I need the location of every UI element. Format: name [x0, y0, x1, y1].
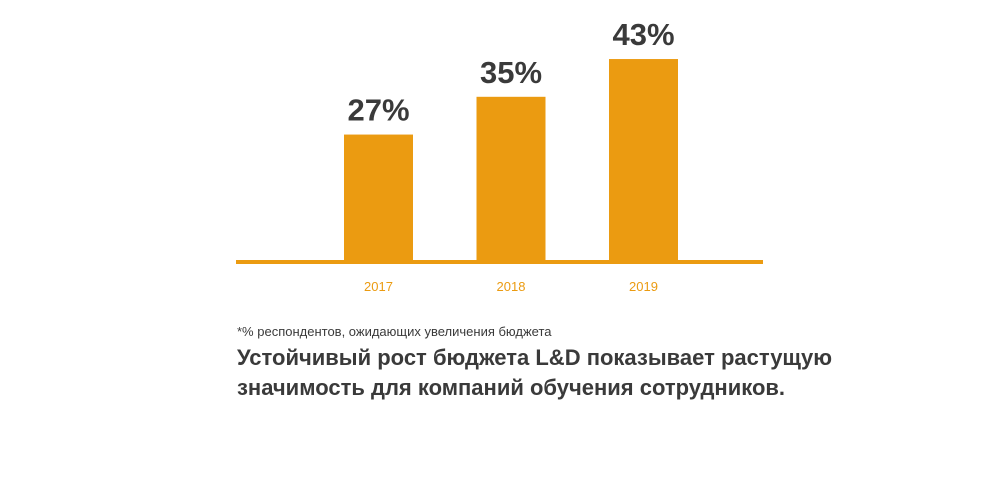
bars [344, 59, 678, 262]
footnote: *% респондентов, ожидающих увеличения бю… [237, 324, 552, 339]
value-label-2019: 43% [612, 17, 674, 52]
x-tick-label-2018: 2018 [497, 279, 526, 294]
bar-2017 [344, 134, 413, 262]
value-label-2018: 35% [480, 55, 542, 90]
x-tick-labels: 2017 2018 2019 [364, 279, 658, 294]
headline: Устойчивый рост бюджета L&D показывает р… [237, 345, 833, 400]
x-tick-label-2017: 2017 [364, 279, 393, 294]
bar-chart: 27% 35% 43% 2017 2018 2019 [236, 17, 763, 294]
value-labels: 27% 35% 43% [347, 17, 674, 128]
x-tick-label-2019: 2019 [629, 279, 658, 294]
bar-2018 [476, 96, 546, 262]
value-label-2017: 27% [347, 93, 409, 128]
bar-2019 [609, 59, 678, 262]
